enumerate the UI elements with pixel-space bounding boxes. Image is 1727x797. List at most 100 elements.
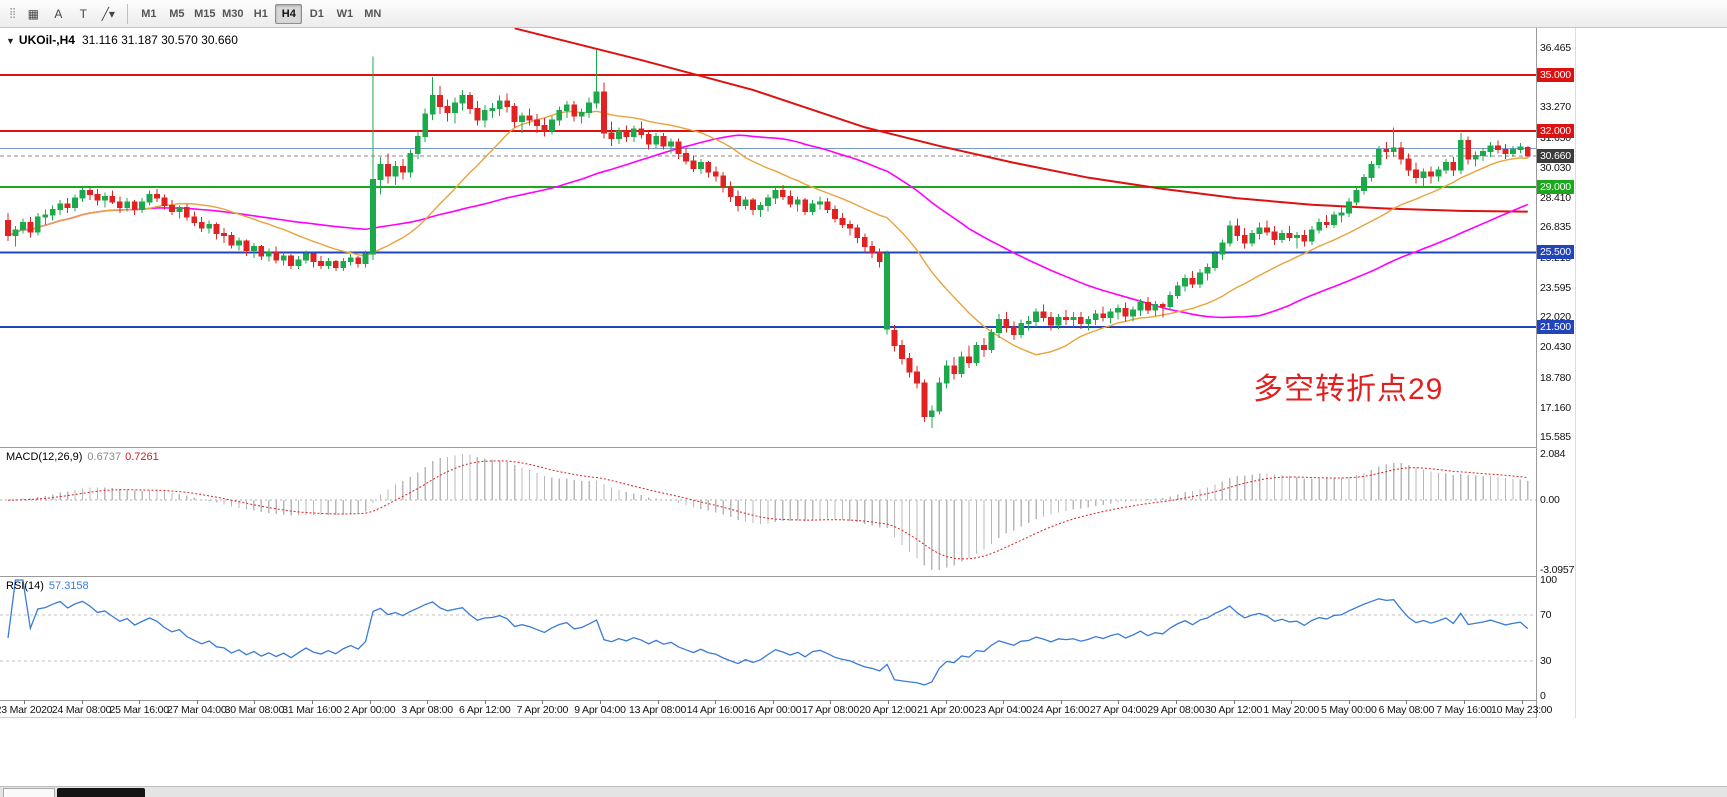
price-axis-label: 36.465 [1540,41,1571,54]
date-axis-tick [81,700,83,704]
date-axis-tick [139,700,141,704]
date-axis-tick [1233,700,1235,704]
date-axis-label: 25 Mar 16:00 [109,704,169,716]
toolbar-separator [127,3,129,24]
price-badge-35.000: 35.000 [1537,68,1574,82]
date-axis-tick [254,700,256,704]
date-axis-label: 6 May 08:00 [1378,704,1435,716]
price-axis-label: 15.585 [1540,431,1571,444]
date-axis-label: 7 Apr 20:00 [516,704,569,716]
ma-mid-magenta-line [7,134,1529,319]
date-axis-tick [1060,700,1062,704]
price-axis-label: 20.430 [1540,340,1571,353]
main-price-chart[interactable] [0,28,1537,447]
date-axis-label: 31 Mar 16:00 [282,704,342,716]
time-axis-separator [0,700,1537,701]
timeframe-button-m1[interactable]: M1 [141,7,157,20]
date-axis-tick [1118,700,1120,704]
date-axis-tick [484,700,486,704]
timeframe-button-m5[interactable]: M5 [169,7,185,20]
date-axis-label: 29 Apr 08:00 [1147,704,1205,716]
date-axis-label: 30 Apr 12:00 [1205,704,1263,716]
rsi-value: 57.3158 [48,580,89,592]
date-axis-tick [1176,700,1177,704]
timeframe-button-mn[interactable]: MN [364,7,382,20]
candlestick-series [5,48,1531,428]
price-axis-label: 30.030 [1540,161,1571,174]
cursor-tool-icon[interactable]: A [54,6,63,21]
date-axis-tick [1521,700,1523,704]
macd-indicator-panel[interactable] [0,448,1537,576]
date-axis-label: 3 Apr 08:00 [401,704,453,716]
date-axis-tick [1348,700,1350,704]
date-axis-tick [427,700,429,704]
timeframe-button-h4[interactable]: H4 [275,3,303,24]
date-axis-label: 10 May 23:00 [1490,704,1553,716]
date-axis-tick [888,700,889,704]
shapes-tool-icon[interactable]: ╱▾ [101,6,115,21]
macd-signal-value: 0.7261 [125,451,159,463]
rsi-name: RSI(14) [6,580,44,592]
panel-separator-rsi[interactable] [0,576,1537,577]
rsi-axis-label-30: 30 [1540,655,1552,668]
timeframe-button-d1[interactable]: D1 [309,7,324,20]
date-axis-tick [600,700,601,704]
date-axis-tick [24,700,25,704]
date-axis-label: 30 Mar 08:00 [224,704,285,716]
panel-separator-macd[interactable] [0,447,1537,448]
ma-fast-orange-line [7,110,1528,356]
timeframe-button-h1[interactable]: H1 [253,7,268,20]
date-axis-label: 17 Apr 08:00 [801,704,859,716]
price-badge-29.000: 29.000 [1537,180,1574,194]
macd-axis-min-label: -3.0957 [1540,564,1575,576]
grid-tool-icon[interactable]: ▦ [27,6,39,21]
macd-histogram [14,454,1529,570]
date-axis-tick [1406,700,1408,704]
date-axis-label: 24 Mar 08:00 [51,704,112,716]
chart-symbol-period: UKOil-,H4 [18,33,75,47]
text-tool-icon[interactable]: T [79,6,87,21]
date-axis-tick [1003,700,1005,704]
price-badge-25.500: 25.500 [1537,245,1574,260]
price-axis-label: 26.835 [1540,221,1571,234]
chart-tabs-bar [0,786,1727,797]
date-axis-tick [369,700,371,704]
macd-signal-line [7,460,1528,560]
date-axis-tick [312,700,313,704]
timeframe-button-m30[interactable]: M30 [222,7,244,20]
rsi-indicator-panel[interactable] [0,577,1537,700]
chart-tab[interactable] [3,788,55,797]
macd-axis-zero-label: 0.00 [1540,494,1560,507]
date-axis-tick [715,700,717,704]
date-axis-tick [542,700,544,704]
timeframe-button-m15[interactable]: M15 [194,7,216,20]
timeframe-button-w1[interactable]: W1 [336,7,354,20]
date-axis-tick [772,700,774,704]
toolbar-tools: ⣿ ▦ A T ╱▾ [5,3,120,24]
main-toolbar: ⣿ ▦ A T ╱▾ M1 M5 M15 M30 H1 H4 D1 W1 MN [0,0,1727,28]
price-axis-label: 33.270 [1540,101,1571,114]
price-axis-label: 17.160 [1540,402,1571,415]
chart-window[interactable]: ▼ UKOil-,H4 31.116 31.187 30.570 30.660 MA… [0,28,1600,718]
date-axis-tick [1464,700,1465,704]
date-axis-label: 16 Apr 00:00 [744,704,802,716]
window-bottom-border [0,717,1537,718]
date-axis-label: 7 May 16:00 [1436,704,1492,716]
date-axis-tick [657,700,659,704]
date-axis-label: 27 Apr 04:00 [1089,704,1147,716]
date-axis-label: 21 Apr 20:00 [917,704,975,716]
price-badge-21.500: 21.500 [1537,320,1574,334]
chart-tab-active[interactable] [57,788,145,797]
toolbar-grip[interactable]: ⣿ [9,8,17,19]
macd-label: MACD(12,26,9) 0.6737 0.7261 [6,451,159,463]
date-axis-label: 6 Apr 12:00 [459,704,511,716]
date-axis-label: 5 May 00:00 [1321,704,1377,716]
date-axis-label: 2 Apr 00:00 [343,704,396,716]
price-axis-border [1536,28,1537,718]
date-axis-tick [830,700,832,704]
chart-collapse-icon[interactable]: ▼ [6,36,15,46]
date-axis-label: 13 Apr 08:00 [629,704,687,716]
chart-title: ▼ UKOil-,H4 31.116 31.187 30.570 30.660 [6,33,238,47]
macd-axis-max-label: 2.084 [1540,448,1566,460]
date-axis-tick [1291,700,1293,704]
